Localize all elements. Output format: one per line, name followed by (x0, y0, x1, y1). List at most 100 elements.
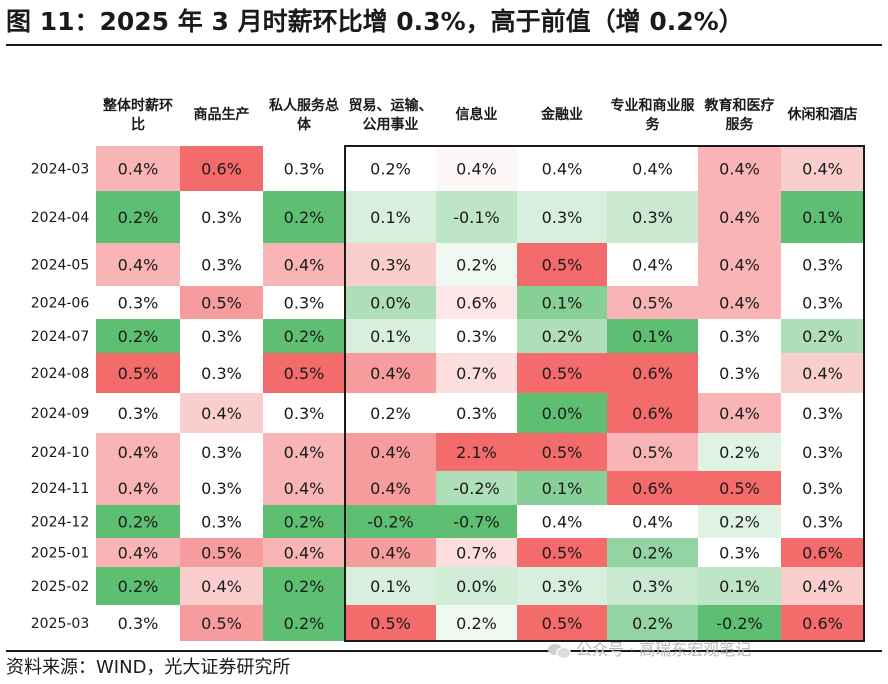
cell-value: 0.4% (118, 443, 159, 462)
cell-value: 0.1% (542, 294, 583, 313)
heatmap-cell (436, 471, 517, 505)
heatmap-cell (345, 605, 436, 641)
heatmap-cell (607, 393, 698, 433)
cell-value: 0.4% (118, 256, 159, 275)
heatmap-cell (263, 319, 345, 353)
cell-value: 0.3% (201, 208, 242, 227)
cell-value: 0.4% (118, 479, 159, 498)
heatmap-cell (517, 353, 607, 393)
cell-value: 0.1% (719, 577, 760, 596)
heatmap-cell (517, 433, 607, 471)
heatmap-cell (180, 433, 263, 471)
heatmap-cell (436, 146, 517, 191)
row-label: 2025-02 (31, 579, 90, 595)
heatmap-cell (345, 286, 436, 319)
cell-value: 0.2% (456, 256, 497, 275)
cell-value: 0.3% (456, 404, 497, 423)
heatmap-cell (345, 393, 436, 433)
heatmap-cell (180, 353, 263, 393)
cell-value: 2.1% (456, 443, 497, 462)
heatmap-cell (436, 353, 517, 393)
heatmap-cell (698, 319, 781, 353)
cell-value: 0.3% (284, 404, 325, 423)
cell-value: -0.2% (367, 513, 413, 532)
heatmap-cell (607, 191, 698, 243)
cell-value: 0.1% (632, 327, 673, 346)
cell-value: 0.5% (201, 544, 242, 563)
cell-value: 0.0% (370, 294, 411, 313)
heatmap-cell (263, 605, 345, 641)
heatmap-cell (517, 243, 607, 286)
cell-value: 0.2% (284, 327, 325, 346)
cell-value: 0.3% (284, 160, 325, 179)
heatmap-cell (698, 538, 781, 567)
cell-value: 0.2% (118, 577, 159, 596)
row-label: 2024-05 (31, 258, 90, 274)
cell-value: 0.3% (456, 327, 497, 346)
heatmap-cell (263, 567, 345, 605)
heatmap-cell (781, 319, 864, 353)
cell-value: 0.4% (201, 577, 242, 596)
cell-value: 0.4% (802, 364, 843, 383)
heatmap-cell (607, 243, 698, 286)
cell-value: 0.5% (370, 614, 411, 633)
heatmap-cell (96, 243, 180, 286)
cell-value: 0.2% (719, 513, 760, 532)
cell-value: -0.2% (453, 479, 499, 498)
cell-value: 0.2% (284, 513, 325, 532)
watermark-text: 公众号 · 高瑞东宏观笔记 (576, 640, 752, 659)
heatmap-cell (781, 243, 864, 286)
column-header: 信息业 (456, 106, 498, 123)
heatmap-cell (180, 319, 263, 353)
cell-value: 0.5% (632, 294, 673, 313)
cell-value: 0.3% (542, 577, 583, 596)
cell-value: 0.5% (719, 479, 760, 498)
heatmap-cell (781, 505, 864, 538)
heatmap-cell (345, 319, 436, 353)
heatmap-cell (781, 471, 864, 505)
row-label: 2024-11 (31, 481, 90, 497)
cell-value: 0.6% (802, 614, 843, 633)
cell-value: 0.6% (201, 160, 242, 179)
heatmap-cell (96, 471, 180, 505)
cell-value: 0.4% (632, 513, 673, 532)
heatmap-cell (345, 191, 436, 243)
cell-value: 0.5% (201, 294, 242, 313)
cell-value: 0.4% (802, 160, 843, 179)
column-header: 教育和医疗服务 (705, 97, 775, 133)
row-label: 2024-06 (31, 296, 90, 312)
cell-value: 0.3% (632, 577, 673, 596)
heatmap-cell (436, 505, 517, 538)
cell-value: -0.2% (716, 614, 762, 633)
cell-value: 0.5% (542, 614, 583, 633)
heatmap-cell (345, 433, 436, 471)
heatmap-cell (263, 505, 345, 538)
cell-value: 0.3% (632, 208, 673, 227)
heatmap-cell (698, 353, 781, 393)
heatmap-cell (436, 433, 517, 471)
cell-value: 0.4% (284, 544, 325, 563)
cell-value: 0.7% (456, 364, 497, 383)
heatmap-cell (263, 538, 345, 567)
heatmap-cell (698, 286, 781, 319)
heatmap-cell (345, 243, 436, 286)
cell-value: 0.3% (719, 327, 760, 346)
heatmap-cell (781, 353, 864, 393)
heatmap-cell (781, 286, 864, 319)
heatmap-cell (180, 567, 263, 605)
cell-value: 0.2% (118, 513, 159, 532)
cell-value: 0.4% (719, 294, 760, 313)
heatmap-cell (96, 433, 180, 471)
heatmap-cell (263, 393, 345, 433)
cell-value: 0.3% (802, 513, 843, 532)
cell-value: 0.2% (118, 208, 159, 227)
heatmap-cell (517, 393, 607, 433)
heatmap-cell (781, 146, 864, 191)
column-header: 贸易、运输、公用事业 (349, 97, 433, 133)
cell-value: 0.3% (542, 208, 583, 227)
cell-value: 0.5% (201, 614, 242, 633)
cell-value: 0.0% (456, 577, 497, 596)
row-label: 2025-01 (31, 546, 90, 562)
cell-value: 0.2% (284, 614, 325, 633)
cell-value: 0.4% (284, 443, 325, 462)
